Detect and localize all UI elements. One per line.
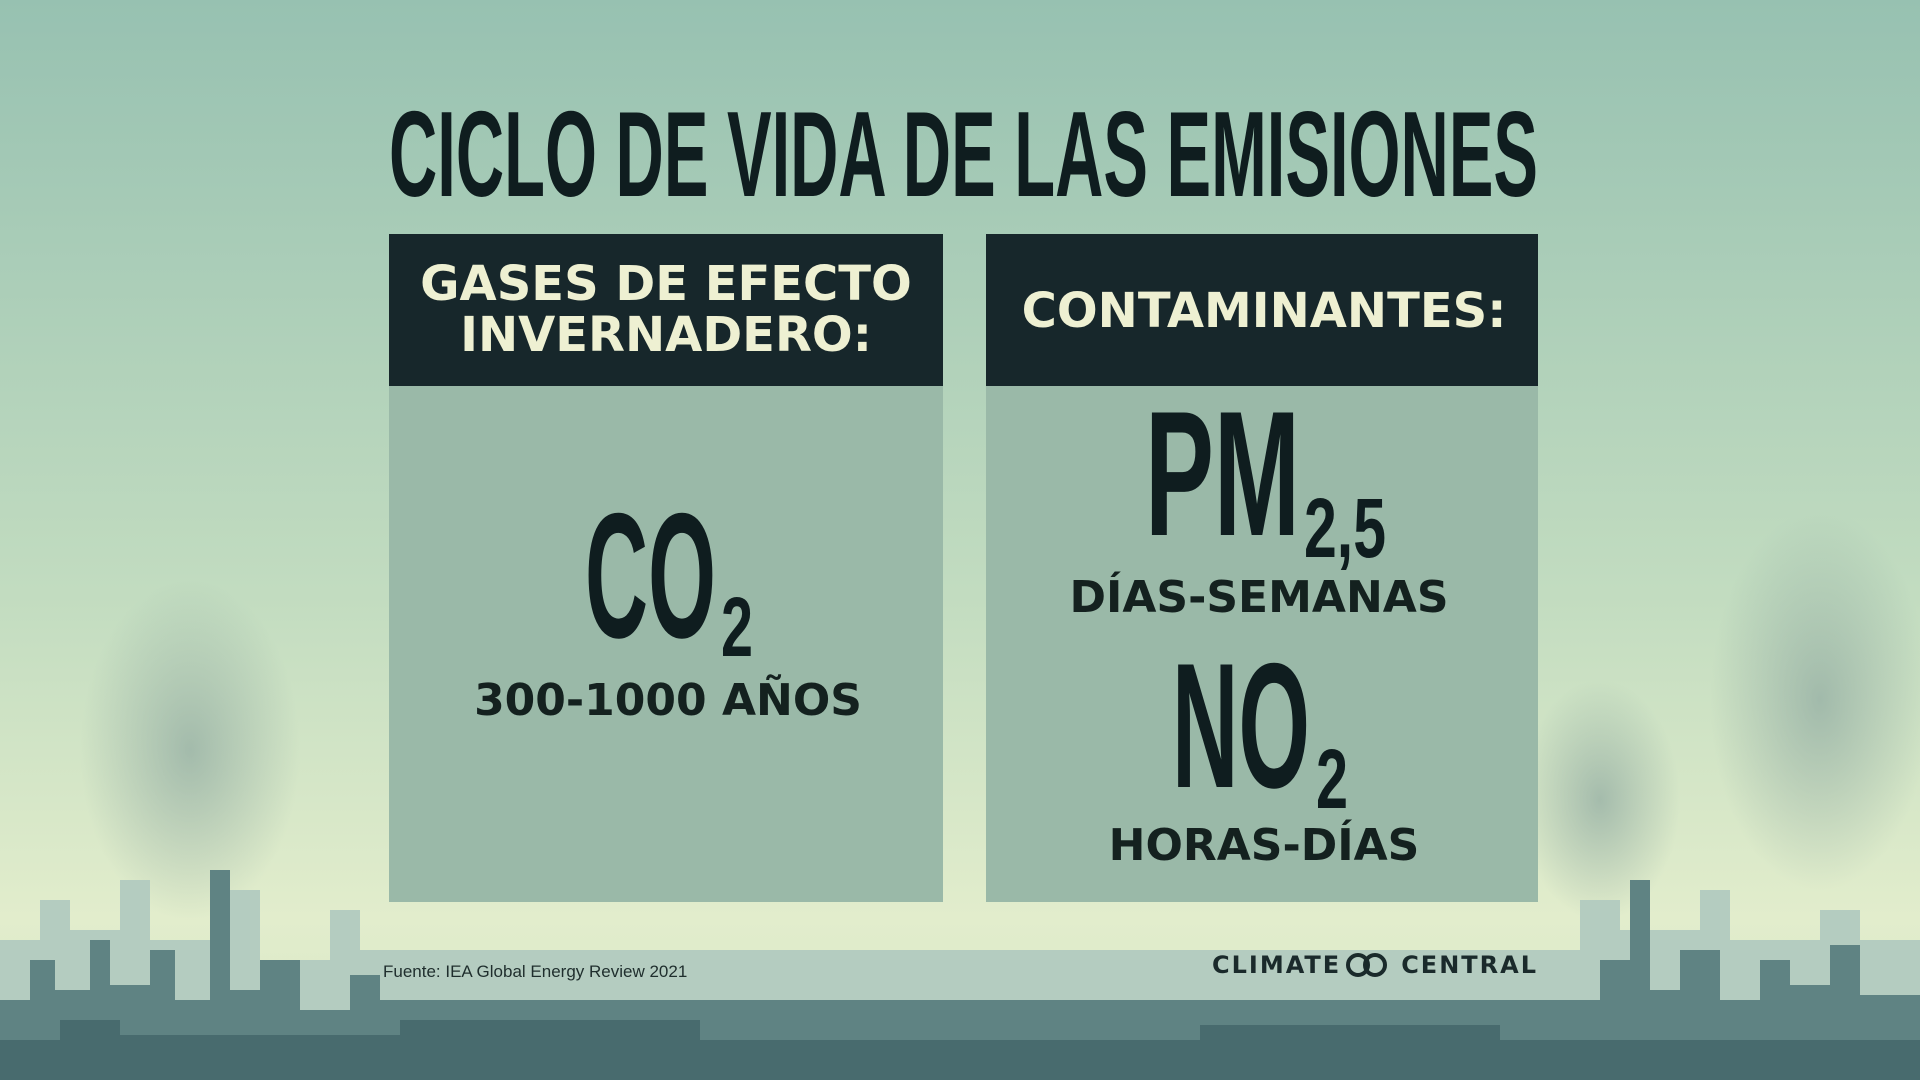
source: Fuente: IEA Global Energy Review 2021 (383, 962, 687, 981)
logo: CLIMATE CENTRAL (1212, 951, 1538, 979)
subscript: 2,5 (1304, 481, 1386, 575)
subscript: 2 (721, 580, 753, 674)
panel-title: GASES DE EFECTO (420, 256, 912, 312)
smoke (80, 510, 1920, 920)
duration: 300-1000 AÑOS (474, 673, 862, 726)
panel-left: GASES DE EFECTO INVERNADERO: CO 2 300-10… (389, 234, 943, 902)
panel-title: CONTAMINANTES: (1022, 283, 1507, 339)
logo-text: CENTRAL (1401, 951, 1538, 979)
subscript: 2 (1316, 732, 1348, 826)
duration: HORAS-DÍAS (1109, 818, 1420, 871)
panel-title: INVERNADERO: (460, 307, 872, 363)
panel-header (986, 234, 1538, 386)
logo-text: CLIMATE (1212, 951, 1341, 979)
panel-header (389, 234, 943, 386)
duration: DÍAS-SEMANAS (1069, 570, 1448, 623)
formula: CO (585, 476, 716, 675)
title: CICLO DE VIDA DE LAS EMISIONES (389, 86, 1538, 222)
logo-icon (1363, 953, 1387, 977)
panel-right: CONTAMINANTES: PM 2,5 DÍAS-SEMANAS NO 2 … (986, 234, 1538, 902)
formula: NO (1172, 626, 1310, 825)
skyline (0, 870, 1920, 1080)
logo-icon (1346, 953, 1370, 977)
formula: PM (1145, 374, 1300, 573)
